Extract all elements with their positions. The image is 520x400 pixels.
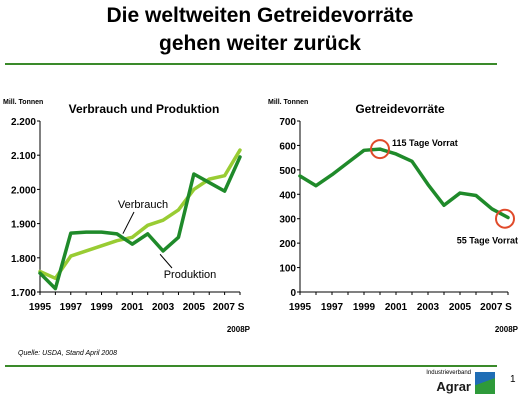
x-tick-label: 2008P (495, 325, 519, 334)
y-tick-label: 300 (279, 215, 296, 226)
y-axis-label: Mill. Tonnen (268, 99, 308, 106)
x-tick-label: 1995 (29, 302, 52, 313)
x-tick-label: 2007 S (480, 302, 512, 313)
x-tick-label: 1999 (353, 302, 376, 313)
series-line-verbrauch (38, 148, 242, 281)
industrieverband-agrar-logo: Industrieverband Agrar (405, 370, 497, 398)
y-tick-label: 400 (279, 190, 296, 201)
y-tick-label: 1.800 (11, 254, 36, 265)
verbrauch-arrow (122, 211, 135, 234)
source-note: Quelle: USDA, Stand April 2008 (18, 350, 117, 357)
logo-mark-icon (475, 372, 495, 394)
x-tick-label: 1997 (60, 302, 83, 313)
series-label-produktion: Produktion (164, 269, 217, 281)
y-tick-label: 2.200 (11, 117, 36, 128)
annotation-115-tage: 115 Tage Vorrat (392, 138, 458, 148)
produktion-arrow (159, 253, 173, 269)
y-tick-label: 700 (279, 117, 296, 128)
y-tick-label: 2.100 (11, 151, 36, 162)
logo-small-text: Industrieverband (426, 370, 471, 376)
y-axis-label: Mill. Tonnen (3, 99, 43, 106)
page-title-line2: gehen weiter zurück (159, 32, 361, 55)
x-tick-label: 2008P (227, 325, 251, 334)
y-tick-label: 0 (290, 288, 296, 299)
bottom-divider (5, 365, 497, 367)
x-tick-label: 2007 S (213, 302, 245, 313)
x-tick-label: 2005 (183, 302, 206, 313)
logo-big-text: Agrar (436, 379, 471, 394)
x-tick-label: 1995 (289, 302, 312, 313)
y-tick-label: 500 (279, 166, 296, 177)
x-tick-label: 2001 (121, 302, 144, 313)
series-label-verbrauch: Verbrauch (118, 199, 168, 211)
x-tick-label: 2005 (449, 302, 472, 313)
annotation-circle-55 (495, 208, 515, 229)
x-tick-label: 1997 (321, 302, 344, 313)
y-tick-label: 1.700 (11, 288, 36, 299)
chart-title: Getreidevorräte (355, 102, 445, 116)
y-tick-label: 200 (279, 239, 296, 250)
top-divider (5, 63, 497, 65)
y-tick-label: 100 (279, 264, 296, 275)
x-tick-label: 2003 (417, 302, 440, 313)
series-line-getreidevorraete (298, 147, 510, 220)
y-tick-label: 2.000 (11, 185, 36, 196)
y-tick-label: 1.900 (11, 220, 36, 231)
annotation-circle-115 (370, 139, 390, 160)
series-line-produktion (38, 155, 242, 291)
x-tick-label: 2003 (152, 302, 175, 313)
page-title-line1: Die weltweiten Getreidevorräte (106, 4, 414, 27)
x-tick-label: 2001 (385, 302, 408, 313)
page-number: 1 (510, 374, 516, 385)
annotation-55-tage: 55 Tage Vorrat (457, 236, 518, 246)
chart-title: Verbrauch und Produktion (69, 102, 220, 116)
y-tick-label: 600 (279, 141, 296, 152)
x-tick-label: 1999 (90, 302, 113, 313)
